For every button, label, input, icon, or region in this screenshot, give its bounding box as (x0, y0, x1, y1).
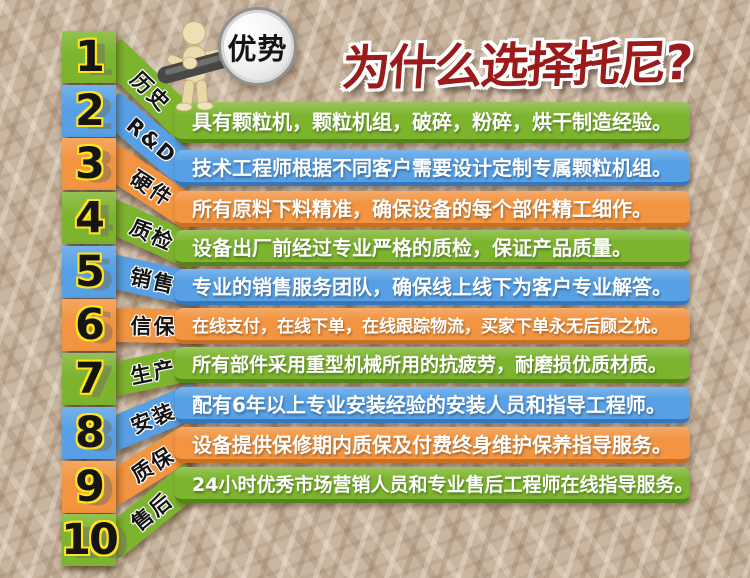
feature-text: 配有6年以上专业安装经验的安装人员和指导工程师。 (192, 392, 666, 417)
rank-number-block: 5 (62, 246, 116, 298)
category-label: 销售 (127, 264, 178, 298)
feature-text: 在线支付，在线下单，在线跟踪物流，买家下单永无后顾之忧。 (192, 316, 668, 337)
rank-number: 1 (75, 31, 105, 82)
feature-bar-6: 在线支付，在线下单，在线跟踪物流，买家下单永无后顾之忧。 (175, 308, 690, 344)
rank-number-block: 3 (62, 138, 116, 190)
feature-bar-1: 具有颗粒机，颗粒机组，破碎，粉碎，烘干制造经验。 (175, 102, 690, 143)
rank-number: 9 (75, 461, 105, 512)
feature-bar-8: 配有6年以上专业安装经验的安装人员和指导工程师。 (175, 387, 690, 423)
rank-number: 8 (75, 407, 105, 458)
feature-text: 设备提供保修期内质保及付费终身维护保养指导服务。 (192, 432, 672, 457)
feature-bar-10: 24小时优秀市场营销人员和专业售后工程师在线指导服务。 (175, 467, 690, 503)
page-title: 为什么选择托尼? (340, 34, 693, 98)
rank-number: 5 (75, 246, 105, 297)
rank-number-block: 7 (62, 353, 116, 405)
badge-label: 优势 (227, 31, 288, 66)
feature-text: 设备出厂前经过专业严格的质检，保证产品质量。 (192, 235, 632, 260)
rank-number: 4 (75, 192, 105, 243)
feature-text: 具有颗粒机，颗粒机组，破碎，粉碎，烘干制造经验。 (192, 110, 672, 134)
rank-number-block: 8 (62, 407, 116, 459)
rank-number-block: 2 (62, 85, 116, 137)
feature-text: 专业的销售服务团队，确保线上线下为客户专业解答。 (192, 274, 672, 299)
feature-bar-3: 所有原料下料精准，确保设备的每个部件精工细作。 (175, 191, 690, 227)
rank-number: 3 (75, 138, 105, 189)
rank-number: 2 (75, 85, 105, 136)
feature-text: 24小时优秀市场营销人员和专业售后工程师在线指导服务。 (192, 473, 690, 496)
feature-text: 所有原料下料精准，确保设备的每个部件精工细作。 (192, 196, 652, 221)
rank-number-block: 1 (62, 31, 116, 83)
rank-number: 6 (75, 299, 105, 350)
rank-number: 10 (61, 514, 119, 565)
rank-number-block: 6 (62, 299, 116, 351)
rank-number-block: 9 (62, 461, 116, 513)
category-label: 信保 (130, 314, 177, 340)
feature-bar-2: 技术工程师根据不同客户需要设计定制专属颗粒机组。 (175, 150, 690, 186)
category-label: 生产 (128, 356, 179, 389)
rank-number-block: 4 (62, 192, 116, 244)
feature-bar-9: 设备提供保修期内质保及付费终身维护保养指导服务。 (175, 427, 690, 463)
feature-text: 技术工程师根据不同客户需要设计定制专属颗粒机组。 (192, 155, 672, 180)
feature-bar-7: 所有部件采用重型机械所用的抗疲劳，耐磨损优质材质。 (175, 347, 690, 383)
feature-bar-4: 设备出厂前经过专业严格的质检，保证产品质量。 (175, 230, 690, 266)
feature-bar-5: 专业的销售服务团队，确保线上线下为客户专业解答。 (175, 269, 690, 305)
rank-number-block: 10 (61, 514, 119, 566)
magnifier-lens-badge: 优势 (218, 7, 297, 86)
feature-text: 所有部件采用重型机械所用的抗疲劳，耐磨损优质材质。 (192, 353, 668, 376)
rank-number: 7 (75, 353, 105, 404)
